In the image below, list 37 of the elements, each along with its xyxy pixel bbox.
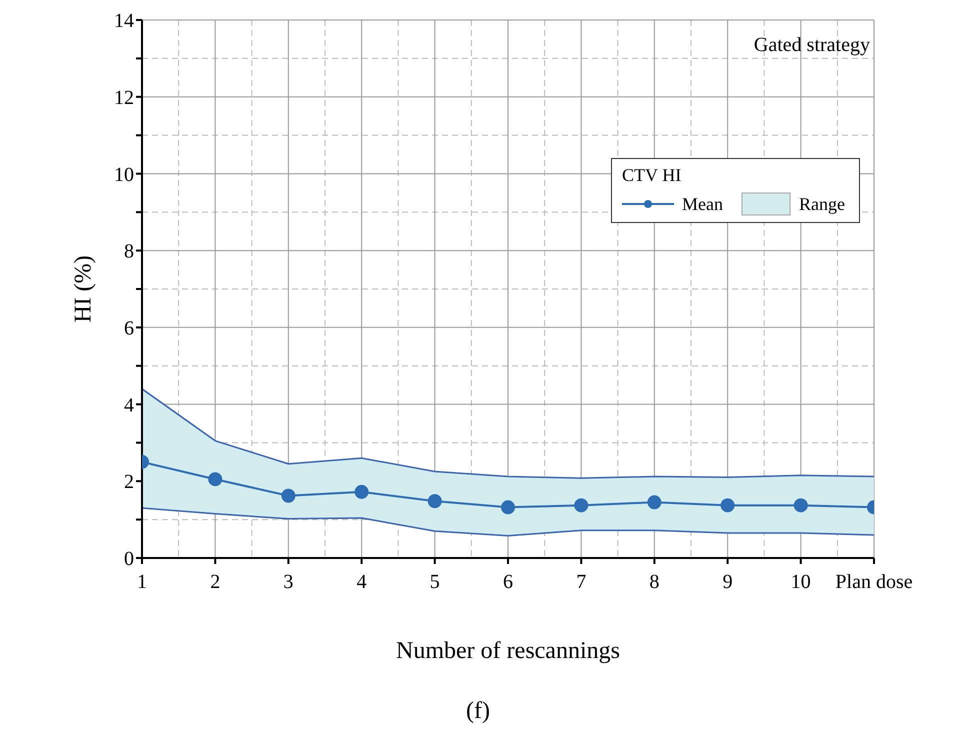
y-tick-label: 2 [124,471,134,494]
point [208,472,222,486]
text: (f) [465,698,491,725]
y-tick-label: 8 [124,240,134,263]
point [647,495,662,510]
x-tick-label: 8 [649,571,660,594]
point [354,484,369,499]
point [428,494,442,508]
y-axis-title: HI (%) [70,255,97,323]
point [794,498,808,512]
point [501,500,515,514]
point [574,498,588,512]
line-series [142,388,874,479]
legend-label: Mean [682,194,724,214]
x-tick-label: 3 [283,571,294,594]
x-tick-label: 10 [790,571,811,594]
legend-title: CTV HI [622,165,682,186]
point [281,488,296,503]
y-tick-label: 4 [124,394,134,416]
line-series [142,507,874,536]
x-tick-label: 1 [137,571,147,594]
y-tick-label: 0 [124,548,134,570]
y-tick-label: 12 [114,86,134,109]
annotation: Gated strategy [754,34,870,57]
x-tick-label: 9 [722,571,733,594]
x-axis-title: Number of rescannings [396,638,620,664]
x-tick-label: Plan dose [835,571,913,594]
point [720,498,735,512]
x-tick-label: 6 [503,571,513,594]
x-tick-label: 4 [356,571,367,594]
x-tick-label: 2 [210,571,220,594]
y-tick-label: 14 [114,10,134,32]
y-tick-label: 10 [114,164,134,186]
annotation: Range [799,194,845,214]
x-tick-label: 5 [430,571,440,594]
y-tick-label: 6 [124,318,134,340]
x-tick-label: 7 [576,571,586,594]
